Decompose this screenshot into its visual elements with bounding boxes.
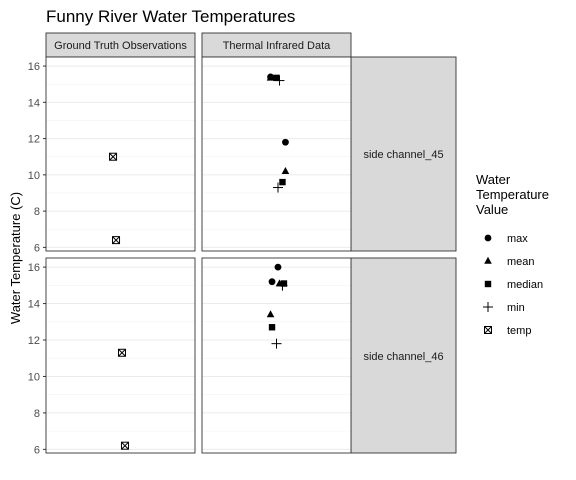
point-temp [109, 152, 118, 161]
y-tick-label: 8 [34, 408, 40, 420]
legend-key-mean [484, 256, 492, 264]
legend-key-temp [484, 326, 492, 334]
panel-1-1 [201, 257, 352, 454]
point-median [273, 74, 280, 82]
y-tick-label: 12 [28, 335, 40, 347]
y-tick-label: 16 [28, 262, 40, 274]
legend-keys [483, 234, 493, 334]
legend: Water Temperature Value max mean median … [476, 172, 549, 337]
point-mean [266, 73, 275, 81]
legend-title-line-2: Temperature [476, 187, 549, 202]
point-temp [120, 441, 129, 450]
y-tick-label: 6 [34, 242, 40, 254]
panel-0-1 [201, 56, 352, 252]
legend-label-temp: temp [507, 325, 531, 337]
y-ticks: 6 8 10 12 14 16 6 8 10 12 14 16 [28, 61, 46, 456]
legend-key-min [483, 302, 493, 312]
chart-title: Funny River Water Temperatures [46, 7, 295, 26]
y-tick-label: 16 [28, 61, 40, 73]
legend-label-median: median [507, 279, 543, 291]
panel-0-0 [45, 56, 196, 252]
col-strip-label-0: Ground Truth Observations [54, 40, 187, 52]
panel-border [201, 257, 352, 454]
point-mean [281, 167, 290, 175]
point-median [280, 280, 288, 287]
point-min [277, 280, 288, 291]
point-mean [266, 310, 275, 318]
point-min [271, 338, 282, 349]
point-median [279, 178, 286, 186]
legend-title-line-3: Value [476, 202, 508, 217]
panels [45, 56, 352, 454]
legend-label-min: min [507, 302, 525, 314]
point-min [272, 182, 283, 193]
panel-background [46, 258, 195, 453]
row-strip-1 [350, 257, 457, 454]
point-max [268, 278, 276, 286]
panel-background [202, 57, 351, 251]
panel-background [202, 258, 351, 453]
point-median [268, 324, 276, 331]
point-temp [112, 236, 121, 245]
panel-border [45, 56, 196, 252]
y-tick-label: 14 [28, 299, 40, 311]
row-strip-0 [350, 56, 457, 252]
y-axis-title: Water Temperature (C) [8, 192, 23, 324]
y-tick-label: 12 [28, 134, 40, 146]
panel-1-0 [45, 257, 196, 454]
point-max [274, 263, 282, 271]
y-tick-label: 10 [28, 170, 40, 182]
point-temp [117, 348, 126, 357]
col-strip-1 [201, 32, 352, 58]
y-tick-label: 14 [28, 97, 40, 109]
legend-title-line-1: Water [476, 172, 511, 187]
legend-label-mean: mean [507, 256, 535, 268]
panel-border [45, 257, 196, 454]
panel-background [46, 57, 195, 251]
row-strip-label-1: side channel_46 [363, 351, 443, 363]
legend-label-max: max [507, 233, 528, 245]
point-min [274, 75, 285, 86]
point-max [282, 138, 289, 146]
col-strip-0 [45, 32, 196, 58]
col-strip-label-1: Thermal Infrared Data [223, 40, 331, 52]
legend-key-max [484, 234, 492, 242]
legend-key-median [484, 280, 492, 288]
y-tick-label: 8 [34, 206, 40, 218]
row-strip-label-0: side channel_45 [363, 149, 443, 161]
y-tick-label: 10 [28, 371, 40, 383]
panel-border [201, 56, 352, 252]
y-tick-label: 6 [34, 444, 40, 456]
